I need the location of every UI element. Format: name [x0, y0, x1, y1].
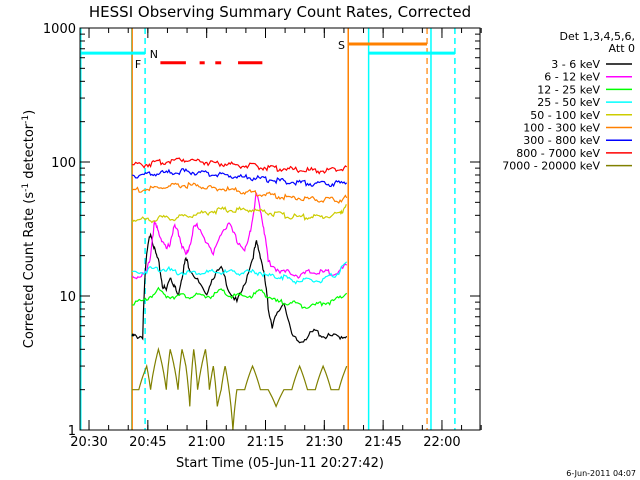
series-layer: [131, 157, 348, 430]
x-tick-label-1: 20:45: [129, 435, 166, 450]
x-tick-label-5: 21:45: [364, 435, 401, 450]
y-tick-label-2: 100: [51, 156, 76, 171]
footer-date: 6-Jun-2011 04:07: [566, 469, 636, 478]
legend-label-6: 300 - 800 keV: [523, 134, 600, 147]
x-tick-label-2: 21:00: [188, 435, 225, 450]
series-line-3: [132, 261, 348, 285]
plot-frame: [79, 27, 481, 431]
series-line-0: [131, 232, 348, 344]
y-axis-label-main: Corrected Count Rate (s: [22, 192, 37, 349]
series-line-8: [132, 346, 348, 430]
series-line-1: [131, 192, 348, 280]
axes: 20:30 20:45 21:00 21:15 21:30 21:45 22:00 1 10 10…: [43, 22, 482, 450]
y-tick-label-1: 10: [59, 290, 76, 305]
x-tick-label-4: 21:30: [306, 435, 343, 450]
x-axis-label: Start Time (05-Jun-11 20:27:42): [176, 456, 384, 471]
legend-label-5: 100 - 300 keV: [523, 122, 600, 135]
y-axis-label-mid: detector: [22, 123, 37, 183]
y-tick-label-3: 1000: [43, 22, 76, 37]
legend-label-3: 25 - 50 keV: [537, 96, 600, 109]
plot-area: [80, 28, 456, 430]
series-line-5: [132, 181, 348, 204]
x-tick-label-3: 21:15: [247, 435, 284, 450]
x-tick-label-0: 20:30: [70, 435, 107, 450]
legend-label-0: 3 - 6 keV: [551, 58, 600, 71]
y-axis-label-end: ): [22, 110, 37, 115]
annotation-N: N: [150, 48, 158, 61]
legend-label-7: 800 - 7000 keV: [516, 147, 600, 160]
legend-label-2: 12 - 25 keV: [537, 83, 600, 96]
legend-header-1: Det 1,3,4,5,6,: [559, 30, 635, 43]
series-line-4: [131, 204, 347, 224]
series-line-6: [132, 168, 348, 188]
legend-header-2: Att 0: [609, 42, 635, 55]
legend-label-1: 6 - 12 keV: [544, 71, 600, 84]
y-axis-label-sup1: -1: [21, 183, 31, 192]
period-marks: [80, 28, 456, 430]
y-axis-label: Corrected Count Rate (s-1 detector-1): [21, 110, 37, 348]
legend-label-8: 7000 - 20000 keV: [502, 160, 600, 173]
annotation-S: S: [338, 39, 345, 52]
annotation-F: F: [135, 58, 141, 71]
y-tick-label-0: 1: [68, 424, 76, 439]
legend-label-4: 50 - 100 keV: [530, 109, 600, 122]
y-axis-label-sup2: -1: [21, 115, 31, 124]
chart-title: HESSI Observing Summary Count Rates, Cor…: [89, 3, 471, 21]
series-line-2: [132, 286, 348, 309]
x-tick-label-6: 22:00: [423, 435, 460, 450]
series-line-7: [132, 157, 348, 175]
